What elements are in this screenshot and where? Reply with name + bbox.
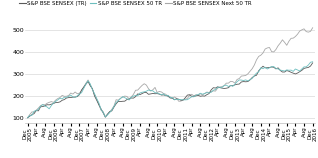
S&P BSE SENSEX Next 50 TR [26, 117, 30, 119]
S&P BSE SENSEX Next 50 TR [294, 36, 297, 37]
S&P BSE SENSEX Next 50 TR [300, 29, 304, 31]
S&P BSE SENSEX (TR) [214, 87, 218, 89]
S&P BSE SENSEX 50 TR [300, 68, 304, 70]
S&P BSE SENSEX Next 50 TR [214, 90, 218, 92]
S&P BSE SENSEX Next 50 TR [205, 91, 209, 93]
S&P BSE SENSEX 50 TR [45, 106, 49, 108]
S&P BSE SENSEX Next 50 TR [222, 85, 226, 87]
S&P BSE SENSEX (TR) [294, 73, 297, 75]
S&P BSE SENSEX 50 TR [222, 85, 226, 87]
S&P BSE SENSEX Next 50 TR [311, 27, 315, 29]
S&P BSE SENSEX (TR) [26, 117, 30, 119]
S&P BSE SENSEX 50 TR [26, 117, 30, 119]
S&P BSE SENSEX 50 TR [214, 88, 218, 90]
S&P BSE SENSEX (TR) [205, 94, 209, 96]
S&P BSE SENSEX 50 TR [294, 68, 297, 70]
S&P BSE SENSEX 50 TR [205, 92, 209, 94]
S&P BSE SENSEX (TR) [222, 88, 226, 89]
S&P BSE SENSEX (TR) [45, 104, 49, 106]
S&P BSE SENSEX Next 50 TR [45, 102, 49, 104]
Line: S&P BSE SENSEX 50 TR: S&P BSE SENSEX 50 TR [28, 62, 313, 118]
Line: S&P BSE SENSEX (TR): S&P BSE SENSEX (TR) [28, 63, 313, 118]
S&P BSE SENSEX (TR) [311, 62, 315, 64]
Legend: S&P BSE SENSEX (TR), S&P BSE SENSEX 50 TR, S&P BSE SENSEX Next 50 TR: S&P BSE SENSEX (TR), S&P BSE SENSEX 50 T… [17, 0, 254, 8]
S&P BSE SENSEX 50 TR [311, 61, 315, 63]
S&P BSE SENSEX (TR) [300, 69, 304, 71]
Line: S&P BSE SENSEX Next 50 TR: S&P BSE SENSEX Next 50 TR [28, 28, 313, 118]
